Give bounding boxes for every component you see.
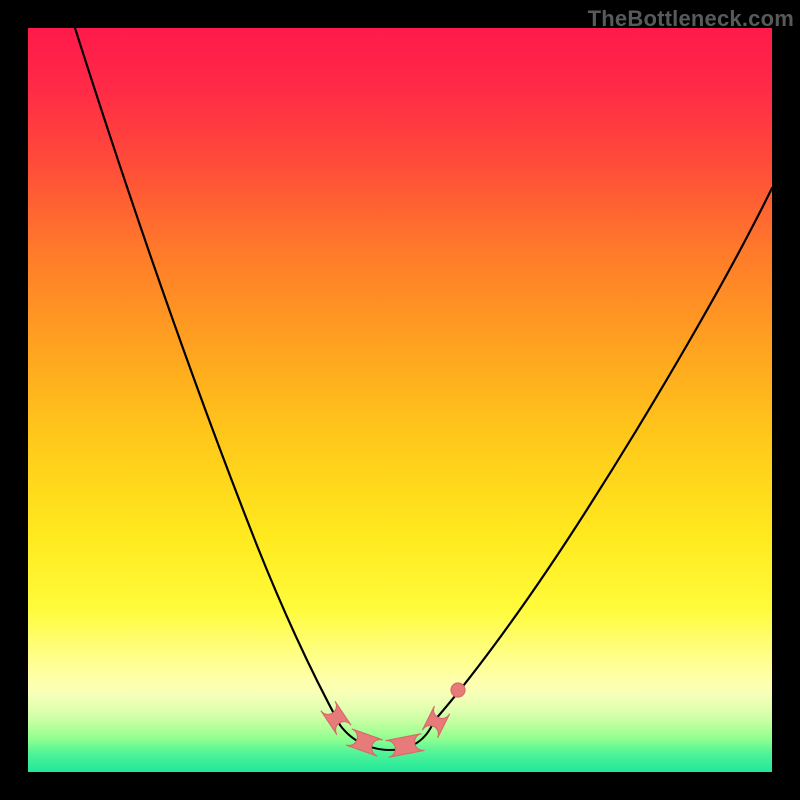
watermark-text: TheBottleneck.com <box>588 6 794 32</box>
chart-root: TheBottleneck.com <box>0 0 800 800</box>
sausage-segment-1 <box>346 729 383 756</box>
curve-layer <box>28 28 772 772</box>
sausage-segment-0 <box>321 701 351 734</box>
sausage-dot <box>451 683 465 697</box>
plot-area <box>28 28 772 772</box>
sausage-segment-2 <box>385 734 424 758</box>
curve-left-arm <box>75 28 340 725</box>
curve-right-arm <box>434 188 772 721</box>
